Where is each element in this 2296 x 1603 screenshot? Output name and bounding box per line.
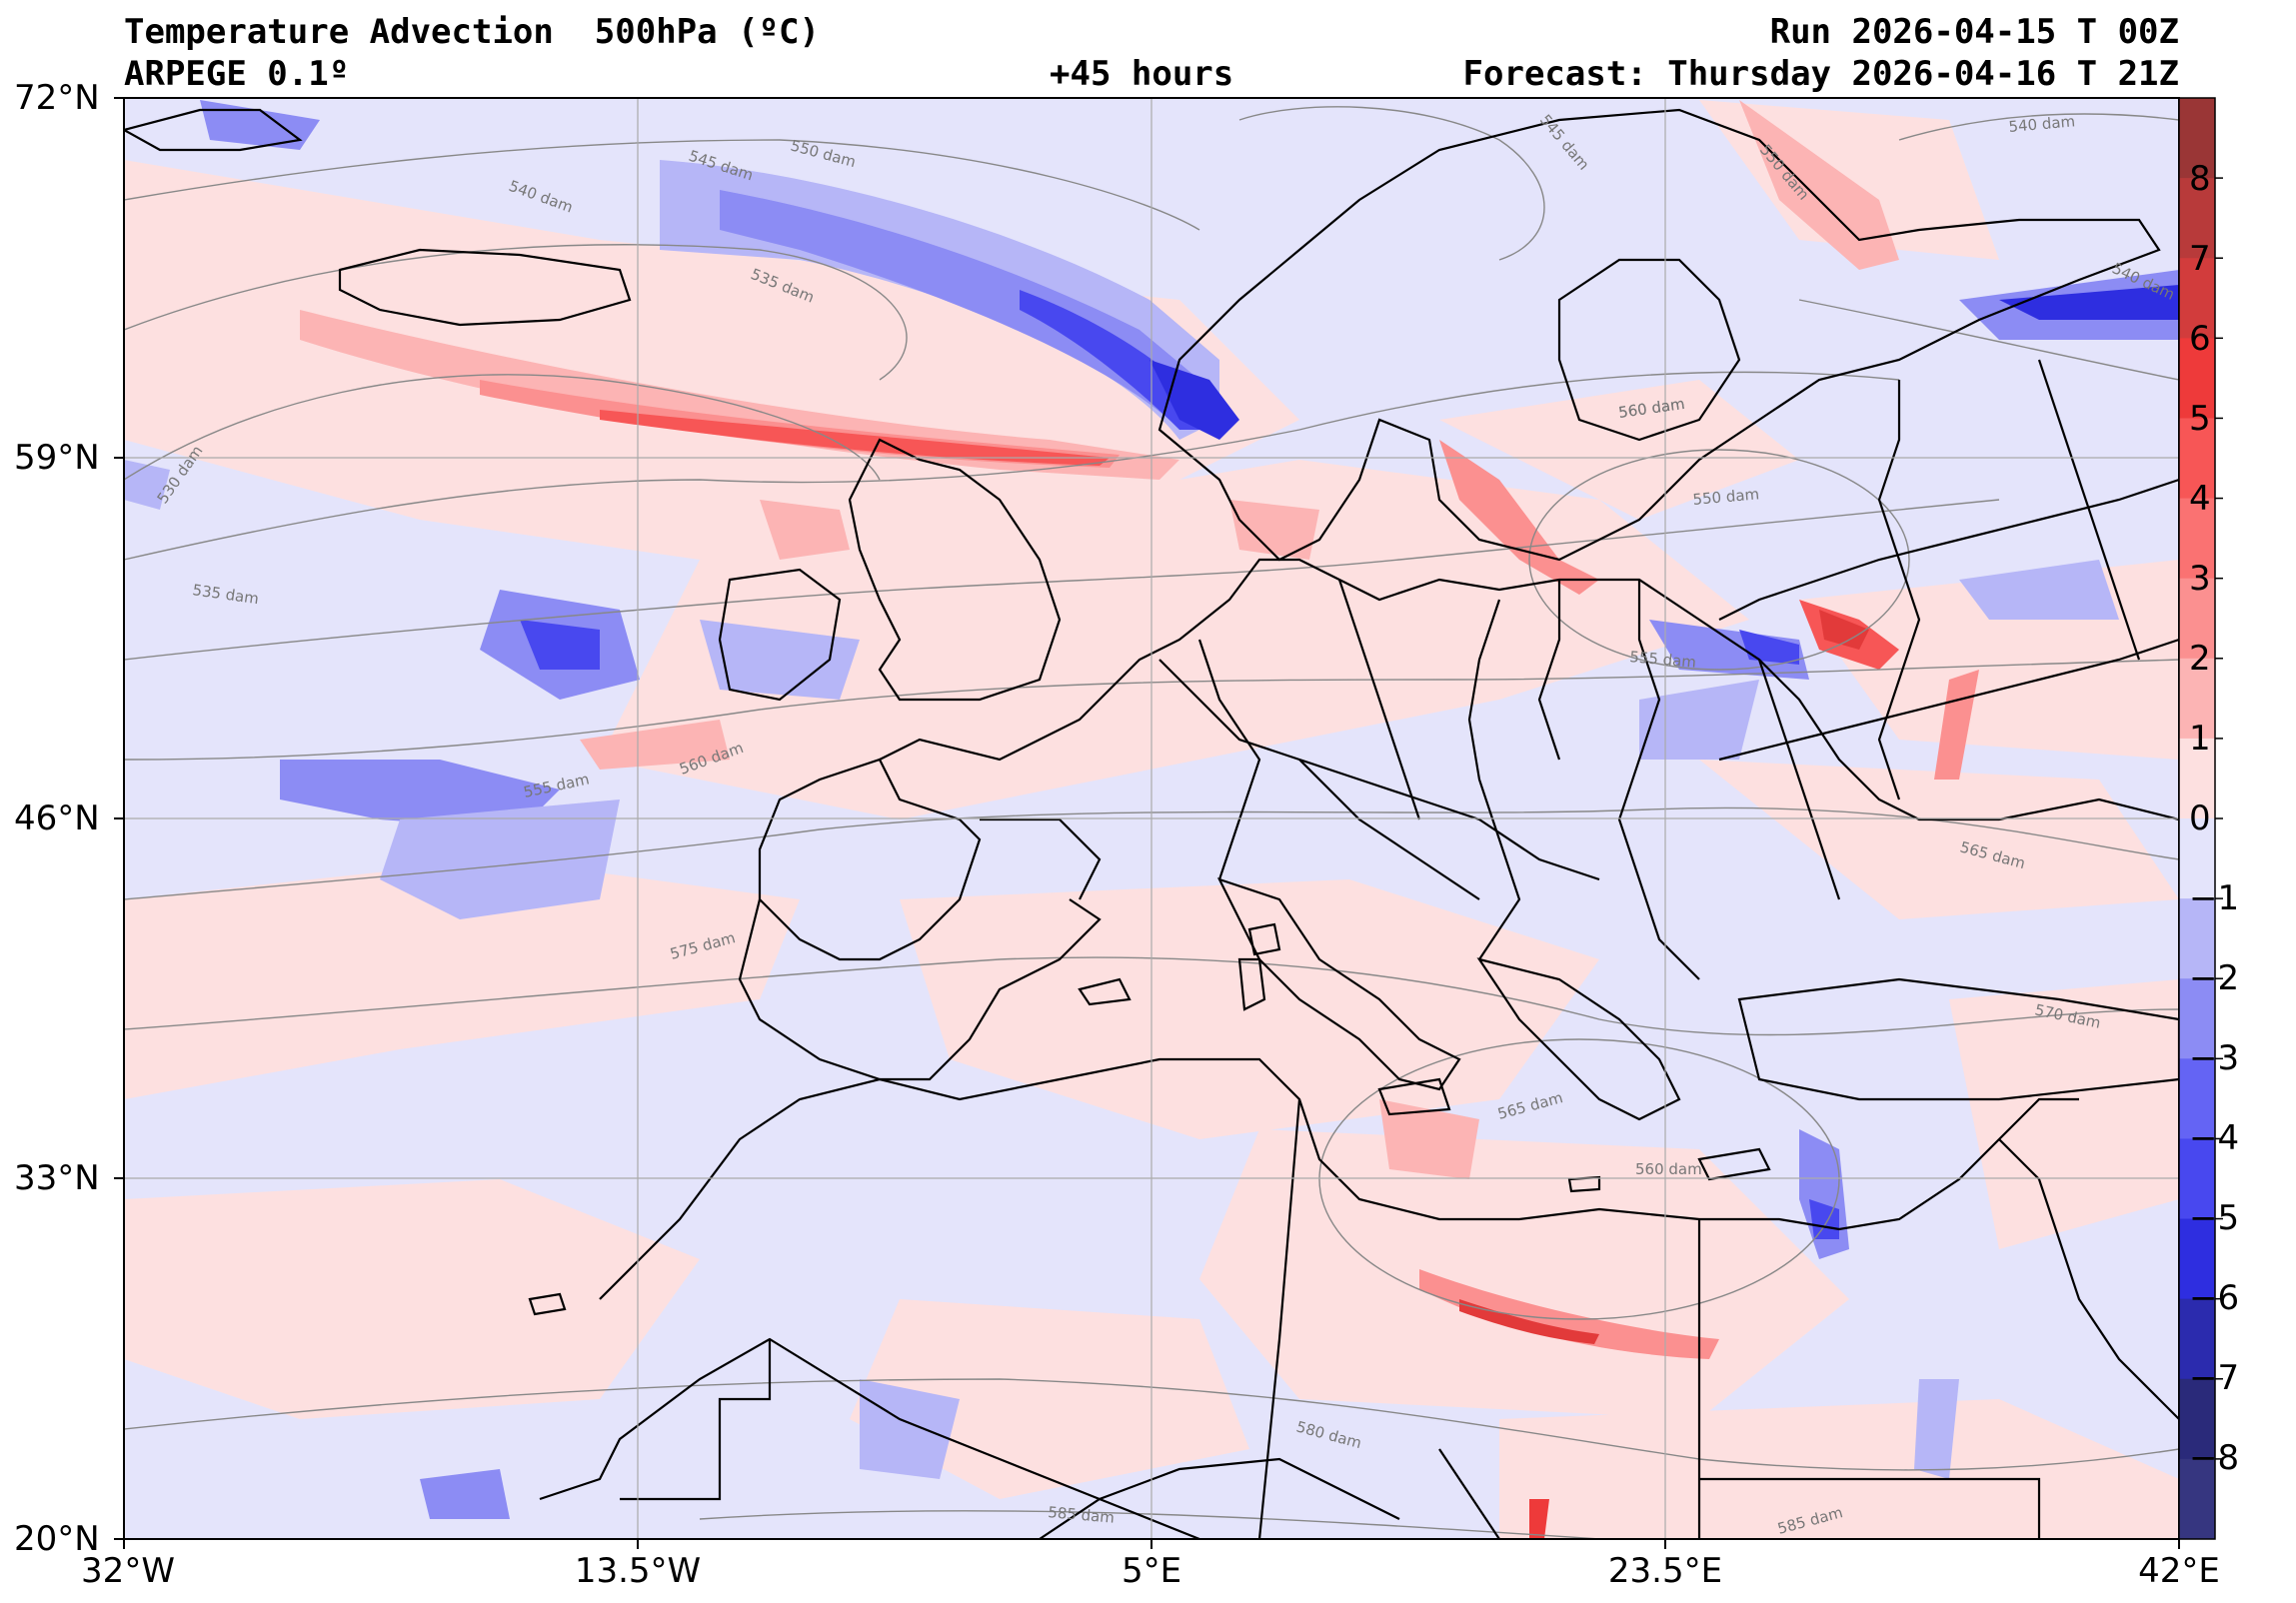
contour-label: 560 dam <box>1635 1160 1702 1178</box>
map-panel: 540 dam 550 dam 545 dam 535 dam 530 dam … <box>124 98 2179 1539</box>
colorbar-tick-label: 6 <box>2189 319 2211 359</box>
graticule <box>124 98 2179 1539</box>
colorbar-tick-label: −6 <box>2189 1278 2240 1318</box>
colorbar <box>2178 97 2223 1540</box>
colorbar-segment <box>2179 98 2215 179</box>
lat-label: 46°N <box>14 799 100 838</box>
colorbar-segment <box>2179 1218 2215 1300</box>
colorbar-segment <box>2179 658 2215 740</box>
colorbar-segment <box>2179 1298 2215 1380</box>
colorbar-segment <box>2179 578 2215 660</box>
colorbar-segment <box>2179 418 2215 500</box>
colorbar-tick-label: 4 <box>2189 479 2211 519</box>
warm-advection-band <box>300 100 1979 1539</box>
contour-label: 555 dam <box>1629 648 1697 672</box>
lead-time: +45 hours <box>1050 54 1234 94</box>
colorbar-segment <box>2179 898 2215 979</box>
colorbar-segment <box>2179 258 2215 339</box>
lon-label: 42°E <box>2138 1551 2220 1591</box>
colorbar-tick-label: 3 <box>2189 559 2211 599</box>
axis-ticks <box>114 97 2180 1549</box>
colorbar-segment <box>2179 1378 2215 1460</box>
map-title: Temperature Advection 500hPa (ºC) <box>124 12 820 52</box>
colorbar-segment <box>2179 178 2215 259</box>
colorbar-tick-label: −8 <box>2189 1438 2240 1478</box>
colorbar-tick-label: 0 <box>2189 799 2211 838</box>
colorbar-segment <box>2179 338 2215 419</box>
colorbar-tick-label: 5 <box>2189 399 2211 439</box>
lat-label: 72°N <box>14 78 100 118</box>
contour-label: 550 dam <box>1692 485 1760 509</box>
weak-warm-advection-areas <box>124 100 2179 1539</box>
run-time: Run 2026-04-15 T 00Z <box>1769 12 2179 52</box>
colorbar-segment <box>2179 738 2215 819</box>
model-name: ARPEGE 0.1º <box>124 54 350 94</box>
geopotential-contours <box>124 106 2179 1539</box>
contour-label: 540 dam <box>2008 112 2076 136</box>
forecast-time: Forecast: Thursday 2026-04-16 T 21Z <box>1462 54 2179 94</box>
colorbar-segment <box>2179 1138 2215 1220</box>
lon-label: 5°E <box>1121 1551 1182 1591</box>
lon-label: 13.5°W <box>574 1551 702 1591</box>
colorbar-tick-label: −1 <box>2189 878 2240 918</box>
lat-label: 20°N <box>14 1519 100 1559</box>
lat-label: 59°N <box>14 438 100 478</box>
colorbar-tick-label: −7 <box>2189 1358 2240 1398</box>
colorbar-tick-label: −4 <box>2189 1118 2240 1158</box>
colorbar-segment <box>2179 498 2215 580</box>
lat-label: 33°N <box>14 1158 100 1198</box>
colorbar-tick-label: −5 <box>2189 1198 2240 1238</box>
colorbar-tick-label: 7 <box>2189 239 2211 279</box>
lon-label: 32°W <box>81 1551 175 1591</box>
colorbar-segment <box>2179 978 2215 1059</box>
contour-label: 585 dam <box>1048 1503 1116 1527</box>
colorbar-segment <box>2179 1058 2215 1139</box>
colorbar-segment <box>2179 818 2215 899</box>
cold-advection-areas <box>124 100 2179 1519</box>
colorbar-tick-label: 8 <box>2189 159 2211 199</box>
colorbar-tick-label: −2 <box>2189 958 2240 998</box>
colorbar-segment <box>2179 1458 2215 1540</box>
colorbar-tick-label: −3 <box>2189 1038 2240 1078</box>
colorbar-tick-label: 1 <box>2189 719 2211 759</box>
lon-label: 23.5°E <box>1607 1551 1723 1591</box>
colorbar-tick-label: 2 <box>2189 639 2211 679</box>
coastlines-and-borders <box>124 108 2179 1539</box>
